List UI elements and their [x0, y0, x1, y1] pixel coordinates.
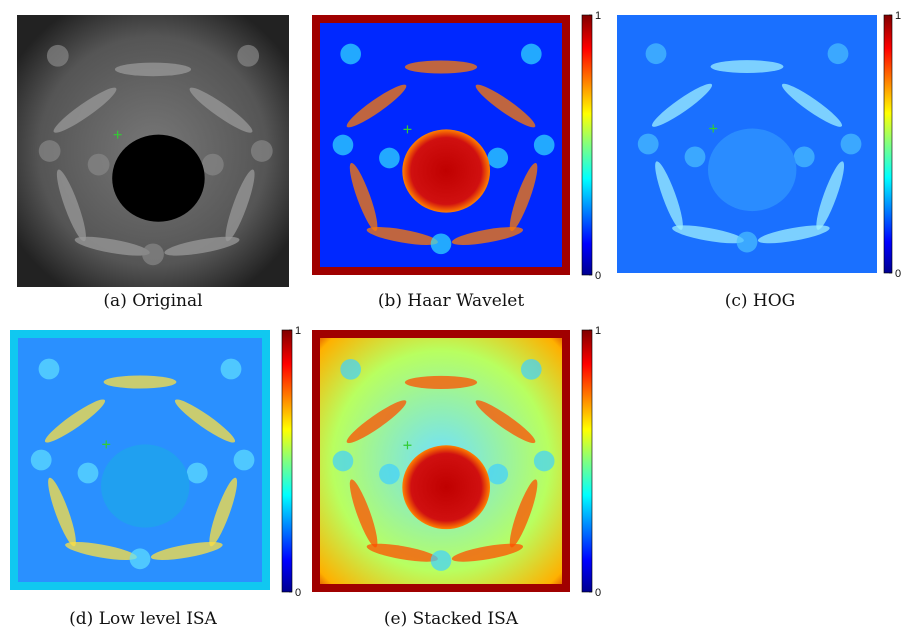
colorbar: 01 [282, 325, 301, 599]
image-structure [711, 60, 784, 73]
caption: (a) Original [103, 291, 202, 311]
image-detail [521, 44, 542, 65]
image-detail [379, 148, 400, 169]
image-detail [333, 135, 354, 156]
caption: (d) Low level ISA [69, 609, 217, 629]
image-detail [737, 232, 758, 253]
image-structure [405, 61, 477, 74]
colorbar-gradient [884, 15, 892, 273]
image-detail [237, 45, 259, 67]
image-detail [340, 44, 361, 65]
image-structure [104, 376, 177, 389]
image-lumen [708, 129, 796, 212]
panel-image [312, 15, 570, 275]
panel-image [617, 15, 877, 273]
image-detail [221, 359, 242, 380]
colorbar-tick-label: 0 [295, 587, 301, 599]
image-detail [487, 464, 508, 485]
panel: (a) Original [17, 15, 289, 311]
image-detail [685, 147, 706, 168]
colorbar-tick-label: 1 [595, 325, 601, 337]
colorbar: 01 [582, 325, 601, 599]
image-detail [88, 154, 110, 176]
image-detail [521, 359, 542, 380]
image-detail [431, 233, 452, 254]
caption: (b) Haar Wavelet [378, 291, 524, 311]
image-structure [405, 376, 477, 389]
caption: (e) Stacked ISA [384, 609, 519, 629]
panel: 01(d) Low level ISA [10, 325, 301, 629]
image-detail [333, 451, 354, 472]
page: (a) Original01(b) Haar Wavelet01(c) HOG0… [0, 0, 902, 636]
colorbar: 01 [582, 10, 601, 282]
image-detail [794, 147, 815, 168]
colorbar-tick-label: 1 [295, 325, 301, 337]
image-detail [646, 43, 667, 64]
colorbar-tick-label: 0 [895, 268, 901, 280]
image-detail [39, 359, 60, 380]
image-detail [828, 43, 849, 64]
colorbar-tick-label: 1 [595, 10, 601, 22]
image-detail [841, 134, 862, 155]
image-detail [487, 148, 508, 169]
colorbar-tick-label: 0 [595, 270, 601, 282]
image-detail [251, 140, 273, 162]
colorbar-gradient [282, 330, 292, 592]
image-detail [142, 243, 164, 265]
panel: 01(e) Stacked ISA [312, 325, 601, 629]
image-detail [31, 450, 52, 471]
panel-image [10, 330, 270, 590]
image-detail [39, 140, 61, 162]
image-structure [115, 63, 191, 77]
image-lumen [101, 444, 189, 527]
image-detail [202, 154, 224, 176]
image-detail [534, 451, 555, 472]
colorbar-gradient [582, 330, 592, 592]
image-lumen [402, 445, 490, 529]
image-lumen [402, 129, 490, 212]
image-detail [431, 550, 452, 571]
panel-image [17, 15, 289, 287]
image-detail [78, 463, 99, 484]
image-detail [130, 548, 151, 569]
image-detail [234, 450, 255, 471]
image-detail [534, 135, 555, 156]
caption: (c) HOG [725, 291, 796, 311]
colorbar: 01 [884, 10, 901, 280]
panel-image [312, 330, 570, 592]
figure: (a) Original01(b) Haar Wavelet01(c) HOG0… [0, 0, 902, 636]
colorbar-gradient [582, 15, 592, 275]
panel: 01(c) HOG [617, 10, 901, 311]
image-detail [379, 464, 400, 485]
image-detail [47, 45, 69, 67]
image-detail [638, 134, 659, 155]
panel: 01(b) Haar Wavelet [312, 10, 601, 311]
colorbar-tick-label: 1 [895, 10, 901, 22]
image-detail [187, 463, 208, 484]
image-lumen [112, 135, 204, 222]
colorbar-tick-label: 0 [595, 587, 601, 599]
image-detail [340, 359, 361, 380]
